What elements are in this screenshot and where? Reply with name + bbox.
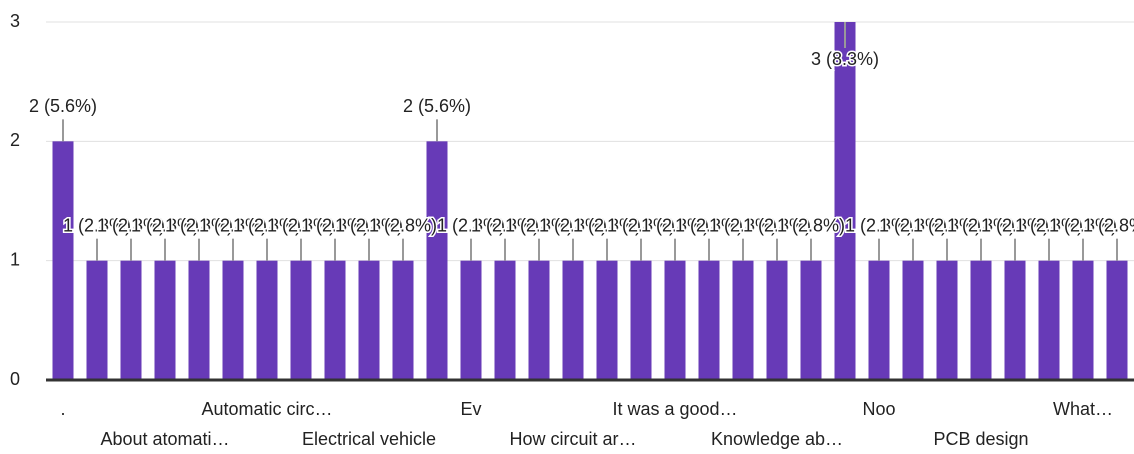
data-label: 1 (2.8%): [97, 215, 165, 235]
data-label: 1 (2.8%): [1083, 215, 1134, 235]
bar: [358, 260, 380, 380]
y-tick-label: 2: [10, 130, 20, 150]
x-tick-label: .: [60, 399, 65, 419]
data-label: 1 (2.8%): [641, 215, 709, 235]
x-tick-label: It was a good…: [612, 399, 737, 419]
bar: [222, 260, 244, 380]
bar: [834, 22, 856, 380]
x-tick-label: Knowledge ab…: [711, 429, 843, 449]
x-tick-label: About atomati…: [100, 429, 229, 449]
bar: [664, 260, 686, 380]
bar: [630, 260, 652, 380]
bar: [460, 260, 482, 380]
x-tick-label: What…: [1053, 399, 1113, 419]
x-tick-label: Noo: [862, 399, 895, 419]
bar: [868, 260, 890, 380]
data-label: 1 (2.8%): [709, 215, 777, 235]
data-label: 1 (2.8%): [63, 215, 131, 235]
bar: [1072, 260, 1094, 380]
data-label: 1 (2.8%): [165, 215, 233, 235]
x-tick-label: How circuit ar…: [509, 429, 636, 449]
data-label: 1 (2.8%): [335, 215, 403, 235]
data-label: 1 (2.8%): [1015, 215, 1083, 235]
x-tick-label: Electrical vehicle: [302, 429, 436, 449]
bar: [120, 260, 142, 380]
bar: [528, 260, 550, 380]
bar: [256, 260, 278, 380]
data-label: 1 (2.8%): [777, 215, 845, 235]
bar: [494, 260, 516, 380]
data-label: 1 (2.8%): [369, 215, 437, 235]
data-label: 1 (2.8%): [437, 215, 505, 235]
data-label: 1 (2.8%): [981, 215, 1049, 235]
y-tick-label: 1: [10, 249, 20, 269]
bar: [324, 260, 346, 380]
bar: [562, 260, 584, 380]
data-label: 1 (2.8%): [471, 215, 539, 235]
data-label: 1 (2.8%): [947, 215, 1015, 235]
bar: [766, 260, 788, 380]
bar: [52, 141, 74, 380]
data-label: 1 (2.8%): [301, 215, 369, 235]
data-label: 1 (2.8%): [1049, 215, 1117, 235]
bar: [1038, 260, 1060, 380]
x-tick-label: Ev: [460, 399, 481, 419]
data-label: 1 (2.8%): [199, 215, 267, 235]
data-label: 1 (2.8%): [675, 215, 743, 235]
bar: [154, 260, 176, 380]
bar: [86, 260, 108, 380]
data-label: 1 (2.8%): [845, 215, 913, 235]
data-label: 1 (2.8%): [573, 215, 641, 235]
x-tick-label: PCB design: [933, 429, 1028, 449]
data-label: 1 (2.8%): [267, 215, 335, 235]
data-label: 1 (2.8%): [879, 215, 947, 235]
bar: [970, 260, 992, 380]
y-tick-label: 3: [10, 11, 20, 31]
bar: [800, 260, 822, 380]
bar: [902, 260, 924, 380]
x-tick-label: Automatic circ…: [201, 399, 332, 419]
bar: [1004, 260, 1026, 380]
data-label: 1 (2.8%): [607, 215, 675, 235]
bar: [290, 260, 312, 380]
data-label: 1 (2.8%): [913, 215, 981, 235]
bar: [732, 260, 754, 380]
data-label: 3 (8.3%): [811, 49, 879, 69]
bar: [936, 260, 958, 380]
data-label: 1 (2.8%): [505, 215, 573, 235]
bar: [188, 260, 210, 380]
data-label: 1 (2.8%): [233, 215, 301, 235]
bar: [698, 260, 720, 380]
bar: [596, 260, 618, 380]
data-label: 2 (5.6%): [29, 96, 97, 116]
y-tick-label: 0: [10, 369, 20, 389]
data-label: 1 (2.8%): [743, 215, 811, 235]
data-label: 2 (5.6%): [403, 96, 471, 116]
bar: [1106, 260, 1128, 380]
bar: [392, 260, 414, 380]
data-label: 1 (2.8%): [539, 215, 607, 235]
bar: [426, 141, 448, 380]
data-label: 1 (2.8%): [131, 215, 199, 235]
